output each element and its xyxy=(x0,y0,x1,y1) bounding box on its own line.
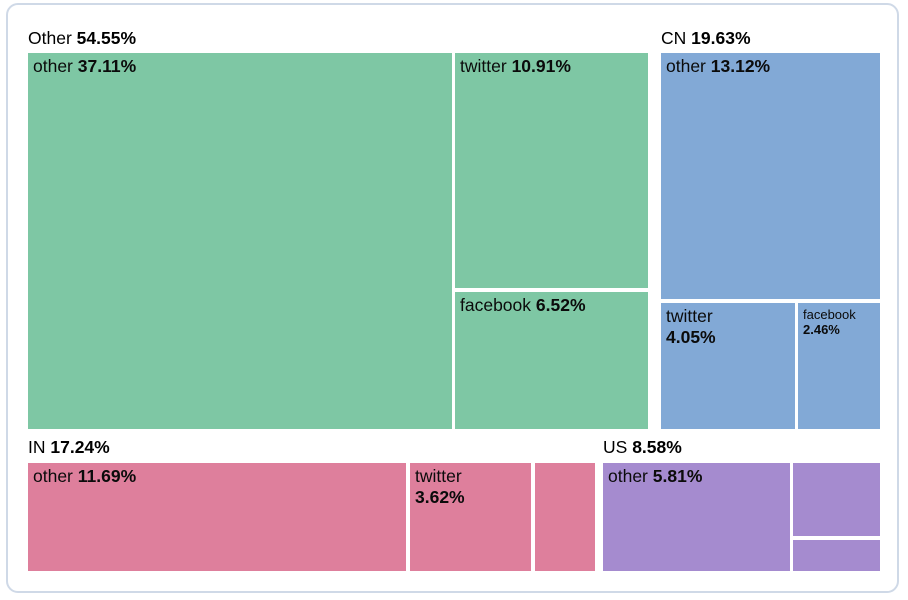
group-share: 8.58% xyxy=(632,437,682,457)
cell-us-unlabeled-2[interactable] xyxy=(793,540,880,571)
group-name: US xyxy=(603,437,628,457)
cell-share: 6.52% xyxy=(535,295,586,315)
cell-cn-twitter[interactable]: twitter 4.05% xyxy=(661,303,795,429)
cell-in-unlabeled[interactable] xyxy=(535,463,595,571)
cell-share: 2.46% xyxy=(803,322,840,337)
group-header-us: US 8.58% xyxy=(603,437,682,457)
group-header-cn: CN 19.63% xyxy=(661,28,751,48)
cell-share: 37.11% xyxy=(77,56,137,76)
cell-in-twitter[interactable]: twitter 3.62% xyxy=(410,463,531,571)
cell-other-other[interactable]: other 37.11% xyxy=(28,53,452,429)
cell-us-unlabeled-1[interactable] xyxy=(793,463,880,536)
cell-share: 11.69% xyxy=(77,466,137,486)
group-name: IN xyxy=(28,437,46,457)
cell-share: 13.12% xyxy=(710,56,771,76)
cell-label: other xyxy=(33,466,73,486)
cell-label: facebook xyxy=(460,295,532,315)
cell-share: 10.91% xyxy=(511,56,571,76)
cell-us-other[interactable]: other 5.81% xyxy=(603,463,790,571)
group-name: Other xyxy=(28,28,72,48)
cell-share: 5.81% xyxy=(652,466,703,486)
cell-share: 3.62% xyxy=(415,487,465,507)
cell-cn-other[interactable]: other 13.12% xyxy=(661,53,880,299)
cell-label: twitter xyxy=(460,56,507,76)
cell-other-twitter[interactable]: twitter 10.91% xyxy=(455,53,648,288)
cell-label: twitter xyxy=(415,466,462,486)
cell-label: twitter xyxy=(666,306,713,326)
group-header-in: IN 17.24% xyxy=(28,437,110,457)
cell-label: other xyxy=(666,56,706,76)
cell-in-other[interactable]: other 11.69% xyxy=(28,463,406,571)
cell-label: other xyxy=(33,56,73,76)
group-share: 54.55% xyxy=(76,28,137,48)
cell-label: facebook xyxy=(803,307,856,322)
group-name: CN xyxy=(661,28,687,48)
cell-other-facebook[interactable]: facebook 6.52% xyxy=(455,292,648,429)
group-share: 19.63% xyxy=(691,28,751,48)
cell-share: 4.05% xyxy=(666,327,716,347)
group-header-other: Other 54.55% xyxy=(28,28,136,48)
group-share: 17.24% xyxy=(50,437,110,457)
cell-cn-facebook[interactable]: facebook 2.46% xyxy=(798,303,880,429)
cell-label: other xyxy=(608,466,648,486)
